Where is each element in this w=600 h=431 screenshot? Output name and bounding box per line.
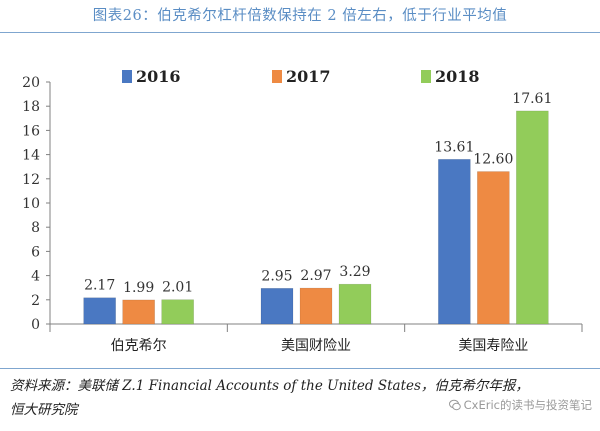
bar-value-label: 12.60 — [473, 152, 513, 168]
bar-2017 — [299, 287, 333, 325]
y-tick-label: 0 — [31, 317, 40, 333]
y-tick-label: 10 — [22, 196, 40, 212]
source-note: 资料来源：美联储 Z.1 Financial Accounts of the U… — [10, 374, 595, 422]
y-tick-label: 18 — [22, 99, 40, 115]
bar-value-label: 2.97 — [300, 268, 331, 284]
y-tick-label: 12 — [22, 172, 40, 188]
chart-title: 图表26：伯克希尔杠杆倍数保持在 2 倍左右，低于行业平均值 — [92, 8, 508, 24]
legend-label-2016: 2016 — [136, 67, 181, 86]
x-category-label: 美国寿险业 — [458, 337, 528, 354]
wechat-icon — [448, 399, 461, 411]
y-tick-label: 14 — [22, 148, 40, 164]
y-tick-label: 20 — [22, 75, 40, 91]
watermark-text: CxEric的读书与投资笔记 — [463, 398, 592, 412]
y-tick-label: 6 — [31, 244, 40, 260]
bar-2018 — [161, 299, 194, 325]
bar-value-label: 17.61 — [512, 91, 552, 107]
y-tick-label: 16 — [22, 123, 40, 139]
y-tick-label: 2 — [31, 293, 40, 309]
bar-value-label: 2.01 — [162, 280, 193, 296]
legend-swatch-2016 — [122, 70, 132, 83]
watermark: CxEric的读书与投资笔记 — [448, 397, 592, 413]
top-divider — [0, 32, 600, 33]
x-category-label: 伯克希尔 — [111, 338, 167, 354]
bar-chart: 0 2 4 6 8 10 12 14 16 18 20 2.17 1.99 2.01 伯克希尔 2.95 2.9… — [22, 67, 583, 354]
bar-value-label: 1.99 — [123, 280, 154, 296]
bar-value-label: 2.95 — [261, 268, 292, 284]
bar-2016 — [438, 159, 471, 325]
source-line-2: 恒大研究院 — [10, 402, 78, 418]
source-line-1: 资料来源：美联储 Z.1 Financial Accounts of the U… — [10, 378, 529, 394]
legend-swatch-2018 — [421, 70, 431, 83]
y-tick-label: 8 — [31, 220, 40, 236]
bottom-divider — [0, 368, 600, 369]
bar-2018 — [338, 283, 372, 325]
y-tick-label: 4 — [31, 269, 40, 285]
bar-value-label: 13.61 — [434, 139, 474, 155]
x-category-label: 美国财险业 — [281, 338, 351, 354]
bar-2017 — [477, 171, 510, 325]
bar-value-label: 2.17 — [84, 278, 115, 294]
bar-value-label: 3.29 — [339, 264, 370, 280]
legend-swatch-2017 — [272, 70, 282, 83]
bar-2017 — [122, 299, 155, 325]
bar-2016 — [260, 288, 294, 325]
legend-label-2018: 2018 — [435, 67, 480, 86]
bar-2016 — [83, 297, 116, 325]
legend-label-2017: 2017 — [286, 67, 331, 86]
bar-2018 — [516, 110, 549, 325]
